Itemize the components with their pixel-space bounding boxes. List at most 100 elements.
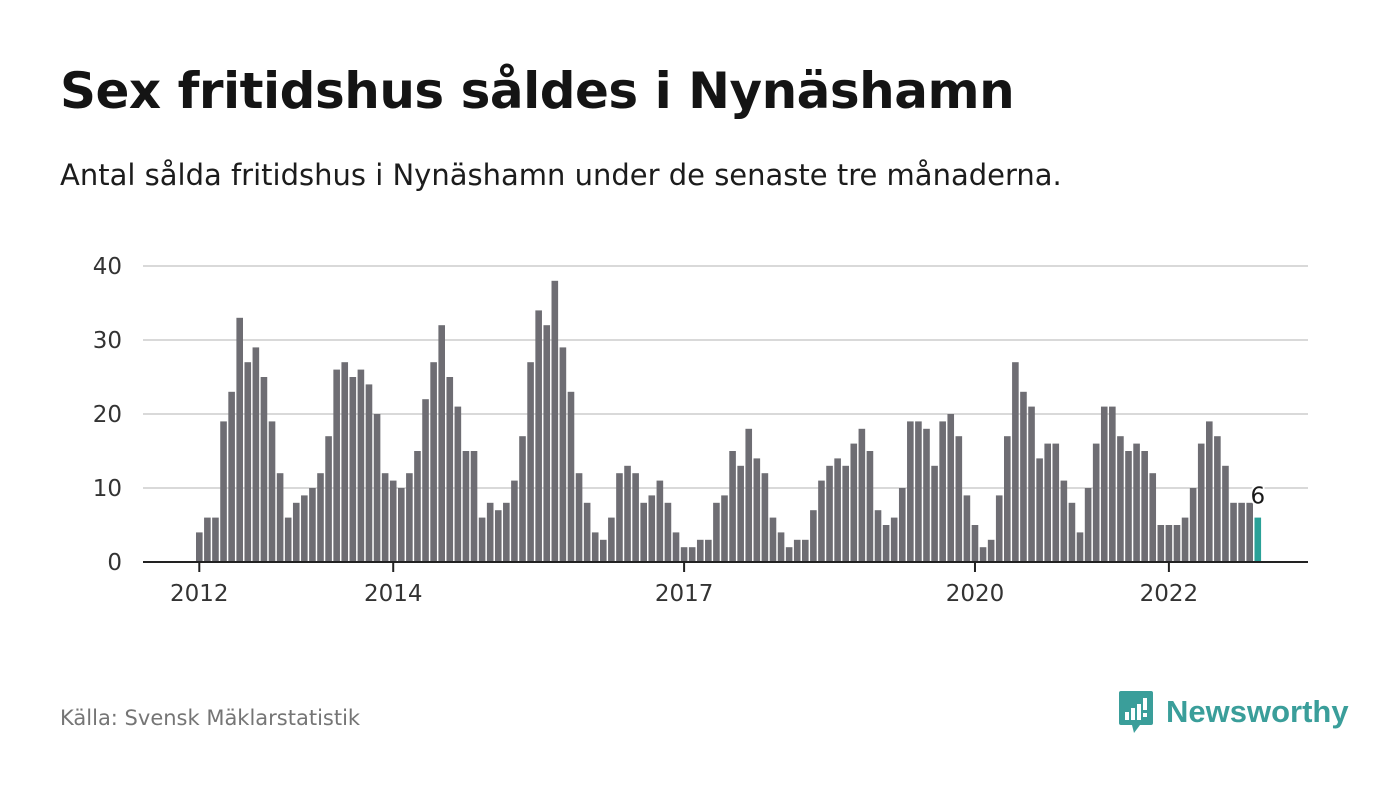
bar [1028, 406, 1035, 562]
bar [1117, 436, 1124, 562]
bar [866, 451, 874, 562]
bar [292, 502, 300, 562]
brand-name: Newsworthy [1166, 694, 1349, 729]
bar [1173, 525, 1181, 562]
bar [559, 347, 567, 562]
bar [680, 547, 688, 562]
bar [632, 473, 639, 562]
bar [341, 362, 349, 562]
bar [1052, 443, 1060, 562]
bar [1246, 502, 1253, 562]
bar [333, 369, 340, 562]
bar [591, 532, 599, 562]
chart-subtitle: Antal sålda fritidshus i Nynäshamn under… [60, 158, 1062, 192]
bar [955, 436, 963, 562]
bar [1133, 443, 1140, 562]
bar [721, 495, 728, 562]
bar [1004, 436, 1011, 562]
bar [713, 502, 720, 562]
bar [1076, 532, 1084, 562]
bar [422, 399, 429, 562]
y-tick-label: 0 [107, 550, 122, 576]
bar [1109, 406, 1116, 562]
bar [907, 421, 914, 562]
bar [325, 436, 332, 562]
bar [220, 421, 227, 562]
bar [543, 325, 551, 562]
bar [624, 465, 631, 562]
bar [381, 473, 389, 562]
bar [454, 406, 462, 562]
chart-title: Sex fritidshus såldes i Nynäshamn [60, 62, 1015, 120]
bar [1230, 502, 1237, 562]
bar [858, 428, 866, 562]
bar [890, 517, 898, 562]
bar [535, 310, 542, 562]
bar [696, 539, 704, 562]
bar [987, 539, 995, 562]
bar [1149, 473, 1157, 562]
bar [898, 488, 906, 562]
bar [1125, 451, 1132, 562]
bar [761, 473, 769, 562]
bar [834, 458, 841, 562]
bar [527, 362, 534, 562]
bar [212, 517, 219, 562]
bar [414, 451, 421, 562]
bar [196, 532, 203, 562]
bar [882, 525, 890, 562]
brand-logo[interactable]: Newsworthy [1118, 690, 1349, 734]
bar [301, 495, 308, 562]
bar [1084, 488, 1092, 562]
bar [915, 421, 922, 562]
bar [1068, 502, 1076, 562]
y-tick-label: 10 [93, 476, 122, 502]
bar [349, 377, 357, 562]
bar [406, 473, 413, 562]
x-axis-labels: 2012 2014 2017 2020 2022 [170, 581, 1198, 607]
bar [745, 428, 753, 562]
bar [664, 502, 672, 562]
last-value-label: 6 [1250, 484, 1265, 510]
bar [1222, 465, 1229, 562]
bar [785, 547, 793, 562]
bar [1157, 525, 1165, 562]
bar [430, 362, 437, 562]
bar [656, 480, 664, 562]
bar [357, 369, 365, 562]
bar [284, 517, 292, 562]
bar [850, 443, 858, 562]
bar [672, 532, 680, 562]
bar [244, 362, 252, 562]
newsworthy-logo-icon [1119, 691, 1153, 733]
bar [616, 473, 623, 562]
bar [365, 384, 373, 562]
bar [583, 502, 591, 562]
bar [939, 421, 946, 562]
x-axis [143, 561, 1308, 572]
bar [608, 517, 615, 562]
bar [1141, 451, 1148, 562]
bar [204, 517, 211, 562]
bar [1012, 362, 1019, 562]
x-tick-label: 2022 [1140, 581, 1199, 607]
bar [446, 377, 454, 562]
bar [486, 502, 494, 562]
bar [810, 510, 817, 562]
bar [1092, 443, 1100, 562]
bar [575, 473, 583, 562]
bar [963, 495, 971, 562]
bar [276, 473, 284, 562]
bar [228, 391, 235, 562]
bar [923, 428, 930, 562]
bar [268, 421, 276, 562]
bar [317, 473, 324, 562]
y-tick-label: 40 [93, 254, 122, 280]
bar [1020, 391, 1027, 562]
y-axis-labels: 0 10 20 30 40 [93, 254, 122, 576]
bar [753, 458, 761, 562]
bar [462, 451, 470, 562]
y-tick-label: 20 [93, 402, 122, 428]
y-tick-label: 30 [93, 328, 122, 354]
